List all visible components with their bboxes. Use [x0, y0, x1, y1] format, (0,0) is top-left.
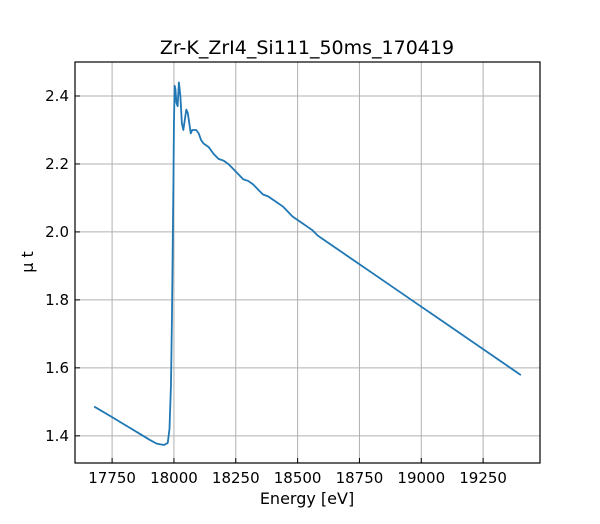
x-tick-label: 18250 [212, 469, 260, 487]
y-axis: 1.4 1.6 1.8 2.0 2.2 2.4 [45, 87, 80, 445]
x-tick-label: 18500 [274, 469, 322, 487]
y-tick-label: 2.4 [45, 87, 69, 105]
plot-frame [74, 61, 541, 464]
x-tick-label: 17750 [88, 469, 136, 487]
x-tick-label: 19250 [459, 469, 507, 487]
series-layer [93, 81, 522, 446]
x-tick-label: 19000 [397, 469, 445, 487]
x-tick-label: 18000 [150, 469, 198, 487]
series-line [93, 81, 522, 446]
y-tick-label: 1.4 [45, 427, 69, 445]
grid [75, 62, 540, 463]
x-tick-label: 18750 [336, 469, 384, 487]
x-axis-label: Energy [eV] [260, 489, 354, 508]
y-tick-label: 1.6 [45, 359, 69, 377]
y-tick-label: 2.0 [45, 223, 69, 241]
x-axis: 17750 18000 18250 18500 18750 19000 19250 [88, 458, 507, 487]
chart-title: Zr-K_ZrI4_Si111_50ms_170419 [160, 37, 454, 59]
y-axis-label: μ t [18, 251, 37, 273]
y-tick-label: 1.8 [45, 291, 69, 309]
y-tick-label: 2.2 [45, 155, 69, 173]
